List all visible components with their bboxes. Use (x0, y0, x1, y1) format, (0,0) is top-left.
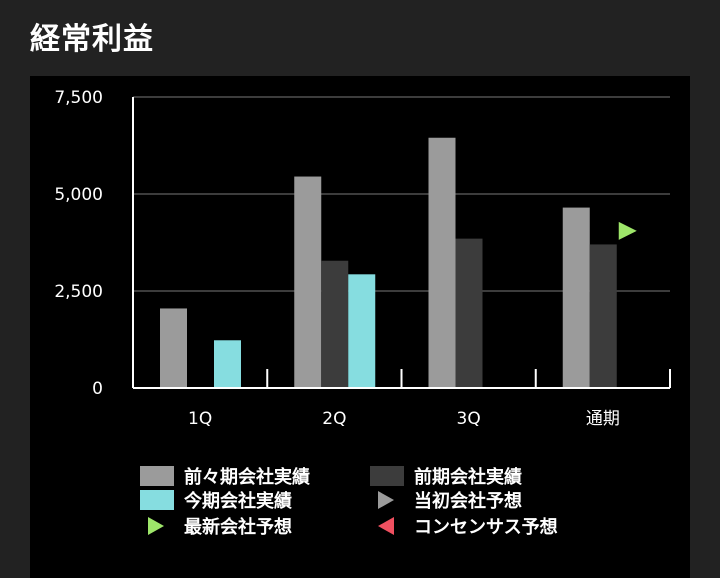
bar-1 (428, 137, 456, 388)
x-tick-label: 3Q (457, 409, 481, 429)
bar-2 (455, 238, 483, 388)
bar-1 (294, 176, 322, 388)
forecast-marker (618, 221, 637, 240)
y-tick-label: 2,500 (54, 282, 103, 302)
bar-3 (214, 340, 241, 388)
bar-1 (562, 207, 590, 388)
y-tick-label: 0 (92, 379, 103, 399)
y-tick-label: 5,000 (54, 185, 103, 205)
x-tick-label: 1Q (188, 409, 212, 429)
y-tick-label: 7,500 (54, 88, 103, 108)
bar-2 (321, 260, 349, 388)
x-tick-label: 通期 (586, 409, 620, 429)
bar-2 (589, 244, 617, 388)
x-tick-label: 2Q (322, 409, 346, 429)
page-title: 経常利益 (30, 22, 154, 57)
bar-1 (160, 308, 187, 388)
bar-3 (348, 274, 376, 388)
